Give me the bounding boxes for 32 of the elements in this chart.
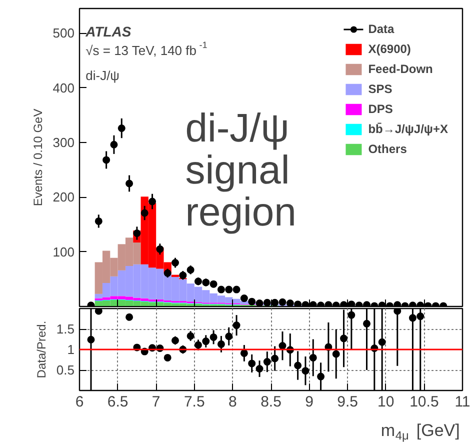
- annotation: di-J/ψ signal region: [185, 106, 296, 234]
- y-tick-label: 500: [52, 26, 75, 41]
- y-tick-label: 400: [52, 80, 75, 96]
- x-tick-label: 7.5: [184, 394, 205, 410]
- x-tick-label: 6.5: [107, 394, 128, 410]
- x-tick-label: 10: [378, 394, 394, 410]
- legend-label: Feed-Down: [368, 62, 433, 76]
- y-axis-title: Events / 0.10 GeV: [30, 108, 45, 206]
- annotation: √s = 13 TeV, 140 fb-1: [86, 40, 208, 58]
- y-tick-label: 1.5: [56, 322, 75, 336]
- legend-label: DPS: [368, 102, 393, 116]
- annotation: di-J/ψ: [86, 68, 120, 83]
- y-tick-label: 200: [52, 190, 75, 205]
- x-tick-label: 7: [152, 394, 160, 410]
- legend-label: Data: [368, 22, 394, 36]
- y-tick-label: 1: [67, 342, 75, 357]
- legend-label: bb̄→J/ψJ/ψ+X: [368, 122, 448, 136]
- legend-label: X(6900): [368, 42, 411, 56]
- x-tick-label: 9: [305, 394, 314, 410]
- x-tick-label: 6: [75, 394, 84, 410]
- y-tick-label: 0.5: [56, 362, 75, 378]
- x-tick-label: 8.5: [260, 394, 282, 410]
- x-tick-label: 11: [454, 394, 470, 410]
- annotation: ATLAS: [84, 24, 132, 40]
- y-axis-title: Data/Pred.: [34, 320, 48, 378]
- x-tick-label: 9.5: [337, 394, 358, 410]
- x-tick-label: 8: [228, 394, 237, 410]
- x-tick-label: 10.5: [410, 394, 439, 410]
- y-tick-label: 300: [52, 134, 75, 150]
- y-tick-label: 100: [52, 244, 75, 260]
- legend-label: SPS: [368, 82, 392, 96]
- legend-label: Others: [368, 142, 407, 156]
